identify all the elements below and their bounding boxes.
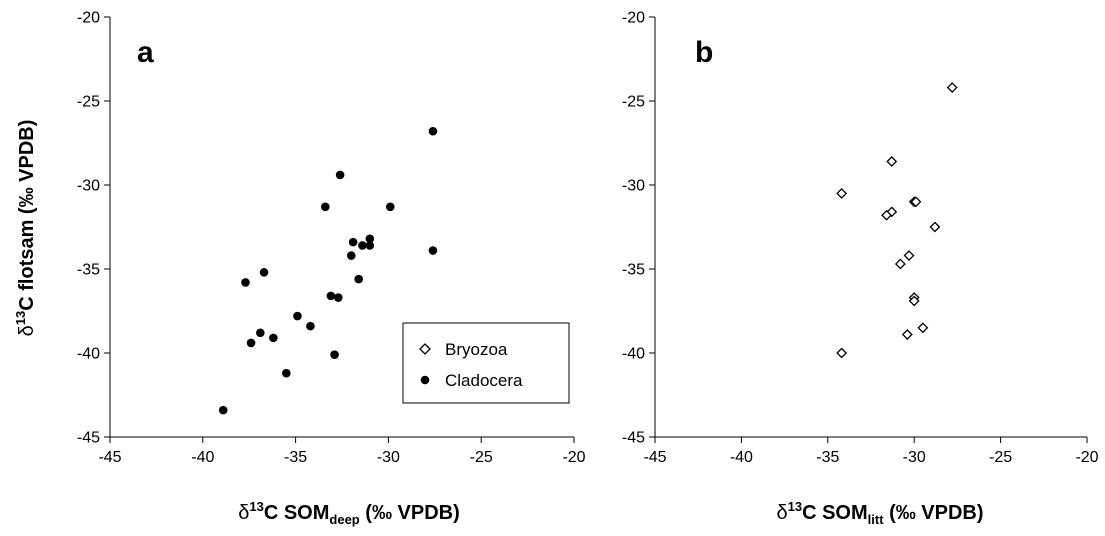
cladocera-point bbox=[365, 241, 375, 250]
legend-cladocera-marker bbox=[420, 375, 430, 385]
cladocera-point bbox=[428, 246, 438, 255]
panel-a-y-tick-label: -30 bbox=[77, 178, 100, 195]
panel-a-x-tick-label: -30 bbox=[377, 449, 400, 466]
panel-b-x-tick-label: -40 bbox=[730, 449, 753, 466]
panel-a-y-tick-label: -35 bbox=[77, 262, 100, 279]
bryozoa-point bbox=[908, 295, 920, 307]
bryozoa-point bbox=[903, 250, 915, 261]
bryozoa-point bbox=[836, 347, 848, 359]
panel-b-x-tick-label: -45 bbox=[643, 449, 666, 466]
cladocera-point bbox=[246, 338, 256, 348]
cladocera-point bbox=[282, 368, 291, 378]
bryozoa-point bbox=[886, 156, 898, 167]
bryozoa-point bbox=[901, 329, 913, 340]
panel-b-tick-labels: -45 -40 -35 -30 -25 -20 -45 -40 -35 -30 -25 -20 bbox=[622, 10, 1099, 467]
cladocera-point bbox=[241, 278, 250, 287]
panel-b-y-tick-label: -25 bbox=[622, 94, 645, 111]
cladocera-point bbox=[333, 293, 343, 302]
panel-a-x-tick-label: -45 bbox=[98, 449, 121, 466]
cladocera-point bbox=[320, 202, 330, 212]
bryozoa-point bbox=[894, 258, 906, 270]
panel-b-y-tick-label: -40 bbox=[622, 346, 645, 363]
cladocera-point bbox=[428, 126, 438, 136]
panel-a-axes bbox=[104, 16, 575, 443]
cladocera-point bbox=[348, 237, 358, 247]
panel-b-x-tick-label: -30 bbox=[903, 449, 926, 466]
legend: Bryozoa Cladocera bbox=[402, 322, 570, 404]
panel-b-label: b bbox=[695, 36, 713, 69]
panel-a-y-tick-label: -40 bbox=[77, 346, 100, 363]
panel-a-y-tick-label: -45 bbox=[77, 430, 100, 447]
bryozoa-point bbox=[881, 209, 892, 221]
panel-b-y-tick-label: -20 bbox=[622, 10, 645, 27]
cladocera-point bbox=[354, 274, 364, 284]
panel-a-y-tick-label: -20 bbox=[77, 10, 100, 27]
panel-a-scatter-plot: a -45 -40 -35 -30 -25 -20 -45 -40 -35 -30 -25 -20 δ… bbox=[13, 10, 586, 528]
bryozoa-point bbox=[836, 187, 848, 199]
cladocera-point bbox=[306, 321, 315, 331]
panel-a-x-tick-label: -20 bbox=[562, 449, 585, 466]
panel-b-x-axis-title: δ13C SOMlitt (‰ VPDB) bbox=[776, 499, 983, 527]
bryozoa-point bbox=[946, 82, 958, 93]
panel-b-points bbox=[836, 82, 958, 359]
panel-a-label: a bbox=[137, 36, 154, 69]
bryozoa-point bbox=[929, 221, 941, 233]
panel-a-y-axis-title: δ13C flotsam (‰ VPDB) bbox=[13, 120, 38, 337]
cladocera-point bbox=[269, 333, 278, 343]
panel-b-y-tick-label: -45 bbox=[622, 430, 645, 447]
panel-b-y-tick-label: -30 bbox=[622, 178, 645, 195]
legend-cladocera-label: Cladocera bbox=[445, 371, 523, 390]
panel-b-scatter-plot: b -45 -40 -35 -30 -25 -20 -45 -40 -35 -30 -25 -20 δ… bbox=[622, 10, 1099, 528]
panel-b-x-tick-label: -35 bbox=[816, 449, 839, 466]
panel-a-tick-labels: -45 -40 -35 -30 -25 -20 -45 -40 -35 -30 -25 -20 bbox=[77, 10, 586, 467]
cladocera-point bbox=[218, 405, 228, 415]
bryozoa-point bbox=[910, 196, 922, 208]
cladocera-point bbox=[330, 350, 339, 359]
panel-b-x-tick-label: -20 bbox=[1075, 449, 1098, 466]
cladocera-point bbox=[256, 328, 265, 338]
legend-bryozoa-label: Bryozoa bbox=[445, 340, 508, 359]
cladocera-point bbox=[346, 251, 356, 260]
cladocera-point bbox=[358, 241, 367, 250]
cladocera-point bbox=[326, 291, 336, 301]
cladocera-point bbox=[335, 170, 345, 180]
bryozoa-point bbox=[917, 322, 929, 334]
legend-bryozoa-marker bbox=[419, 343, 431, 355]
cladocera-point bbox=[365, 234, 375, 244]
cladocera-point bbox=[259, 268, 269, 277]
cladocera-point bbox=[293, 311, 302, 321]
panel-a-x-tick-label: -35 bbox=[284, 449, 307, 466]
panel-a-y-tick-label: -25 bbox=[77, 94, 100, 111]
panel-a-x-tick-label: -25 bbox=[470, 449, 493, 466]
panel-b-x-tick-label: -25 bbox=[989, 449, 1012, 466]
panel-a-x-axis-title: δ13C SOMdeep (‰ VPDB) bbox=[238, 499, 460, 527]
legend-box bbox=[402, 322, 570, 404]
cladocera-point bbox=[385, 202, 395, 212]
panel-a-points bbox=[218, 126, 438, 415]
panel-a-x-tick-label: -40 bbox=[191, 449, 214, 466]
panel-b-axes bbox=[649, 16, 1088, 443]
panel-b-y-tick-label: -35 bbox=[622, 262, 645, 279]
